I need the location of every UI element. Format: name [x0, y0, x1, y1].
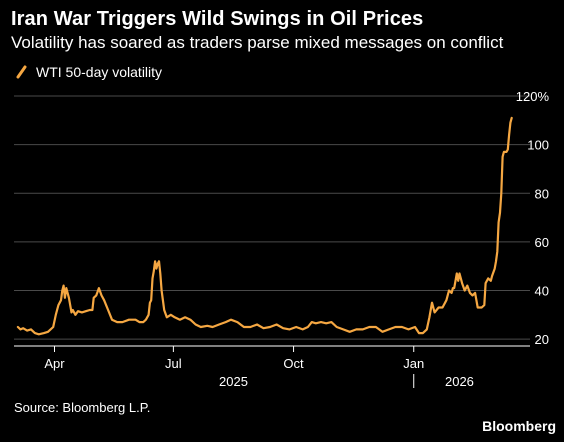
- y-tick-label-40: 40: [535, 284, 549, 299]
- legend-line-swatch-icon: [16, 65, 27, 79]
- y-tick-label-120: 120%: [516, 89, 550, 104]
- bloomberg-logo: Bloomberg: [482, 418, 556, 434]
- y-axis: 20 40 60 80 100 120%: [516, 89, 550, 347]
- series-layer: [16, 116, 513, 336]
- series-line-0: [16, 116, 513, 336]
- x-tick-label-apr: Apr: [44, 356, 65, 371]
- x-tick-label-jul: Jul: [165, 356, 182, 371]
- y-tick-label-20: 20: [535, 332, 549, 347]
- gridlines: [14, 95, 530, 340]
- x-tick-label-jan: Jan: [403, 356, 424, 371]
- chart-title: Iran War Triggers Wild Swings in Oil Pri…: [11, 8, 424, 30]
- year-label-2026: 2026: [445, 374, 474, 389]
- chart-subtitle: Volatility has soared as traders parse m…: [11, 33, 504, 52]
- y-tick-label-60: 60: [535, 235, 549, 250]
- y-tick-label-100: 100: [527, 138, 549, 153]
- x-tick-label-oct: Oct: [283, 356, 304, 371]
- legend: WTI 50-day volatility: [16, 64, 162, 80]
- legend-label: WTI 50-day volatility: [36, 64, 163, 80]
- x-axis: Apr Jul Oct Jan 2025 2026: [14, 345, 530, 389]
- year-label-2025: 2025: [219, 374, 248, 389]
- y-tick-label-80: 80: [535, 186, 549, 201]
- source-note: Source: Bloomberg L.P.: [14, 400, 151, 415]
